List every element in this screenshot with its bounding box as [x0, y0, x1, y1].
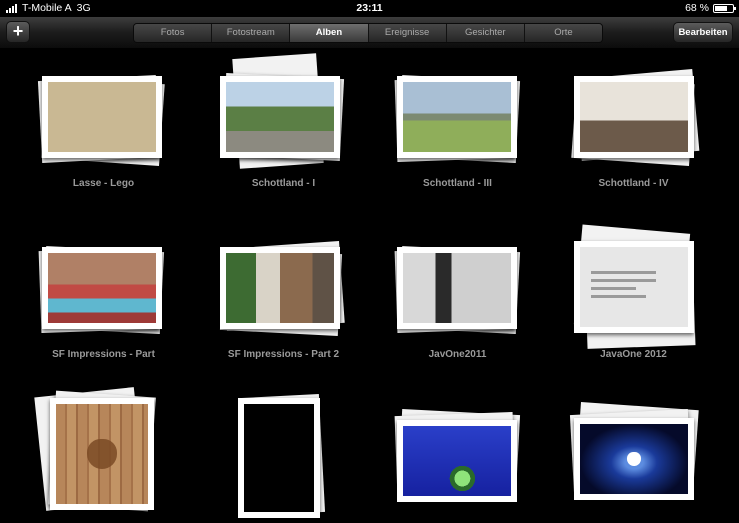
album-sf-impressions-1[interactable]: SF Impressions - Part: [16, 241, 191, 401]
album-cover-image: [226, 82, 334, 152]
album-photo-stack: [16, 387, 191, 512]
album-lasse-lego[interactable]: Lasse - Lego: [16, 70, 191, 230]
album-cover-image: [244, 404, 314, 512]
apple-logo-icon: [627, 452, 641, 466]
album-schottland-4[interactable]: Schottland - IV: [546, 69, 721, 230]
battery-icon: [713, 3, 736, 13]
carrier-name: T-Mobile A: [22, 2, 72, 14]
album-cover-image: [580, 424, 688, 494]
tab-ereignisse[interactable]: Ereignisse: [368, 24, 447, 42]
album-title: JavOne2011: [428, 349, 487, 360]
album-blue-flower[interactable]: [370, 390, 545, 523]
album-title: SF Impressions - Part 2: [227, 349, 340, 360]
tab-orte[interactable]: Orte: [524, 24, 602, 42]
album-title: Lasse - Lego: [72, 178, 135, 189]
album-apple-wood[interactable]: [16, 387, 191, 523]
album-title: JavaOne 2012: [600, 349, 667, 360]
album-photo-stack: [196, 53, 371, 188]
clock: 23:11: [356, 2, 383, 14]
tab-alben[interactable]: Alben: [290, 24, 369, 42]
tab-fotos[interactable]: Fotos: [134, 24, 213, 42]
album-photo-stack: [370, 70, 545, 188]
signal-strength-icon: [6, 3, 17, 13]
album-photo-stack: [16, 241, 191, 359]
tab-gesichter[interactable]: Gesichter: [446, 24, 525, 42]
album-cover-image: [48, 82, 156, 152]
album-cover-image: [580, 82, 688, 152]
album-wallpapers[interactable]: [196, 390, 371, 523]
album-cover-image: [48, 253, 156, 323]
add-album-button[interactable]: +: [6, 21, 30, 43]
battery-percent: 68 %: [685, 2, 709, 14]
album-schottland-3[interactable]: Schottland - III: [370, 70, 545, 230]
album-space-apple[interactable]: [546, 390, 721, 523]
edit-button[interactable]: Bearbeiten: [673, 22, 733, 43]
album-photo-stack: [196, 240, 371, 359]
album-cover-image: [56, 404, 148, 504]
album-photo-stack: [546, 69, 721, 188]
album-cover-image: [403, 82, 511, 152]
album-title: Schottland - I: [251, 178, 316, 189]
album-photo-stack: [546, 390, 721, 508]
album-sf-impressions-2[interactable]: SF Impressions - Part 2: [196, 240, 371, 401]
battery-status: 68 %: [685, 2, 736, 14]
network-type: 3G: [76, 2, 91, 14]
album-cover-image: [226, 253, 334, 323]
album-javone2011[interactable]: JavOne2011: [370, 241, 545, 401]
album-cover-image: [403, 253, 511, 323]
album-schottland-1[interactable]: Schottland - I: [196, 53, 371, 230]
album-cover-image: [580, 247, 688, 327]
album-javaone-2012[interactable]: JavaOne 2012: [546, 224, 721, 401]
album-cover-image: [403, 426, 511, 496]
carrier-info: T-Mobile A 3G: [6, 2, 91, 14]
album-title: Schottland - IV: [598, 178, 669, 189]
apple-logo-icon: [87, 439, 117, 469]
status-bar: T-Mobile A 3G 23:11 68 %: [0, 0, 739, 17]
album-photo-stack: [546, 224, 721, 359]
tab-fotostream[interactable]: Fotostream: [212, 24, 291, 42]
album-title: Schottland - III: [423, 178, 492, 189]
toolbar: + Fotos Fotostream Alben Ereignisse Gesi…: [0, 17, 739, 49]
album-photo-stack: [370, 241, 545, 359]
album-photo-stack: [16, 70, 191, 188]
album-photo-stack: [370, 390, 545, 508]
view-segmented-control: Fotos Fotostream Alben Ereignisse Gesich…: [133, 23, 603, 43]
album-title: SF Impressions - Part: [52, 349, 155, 360]
album-photo-stack: [196, 390, 371, 518]
